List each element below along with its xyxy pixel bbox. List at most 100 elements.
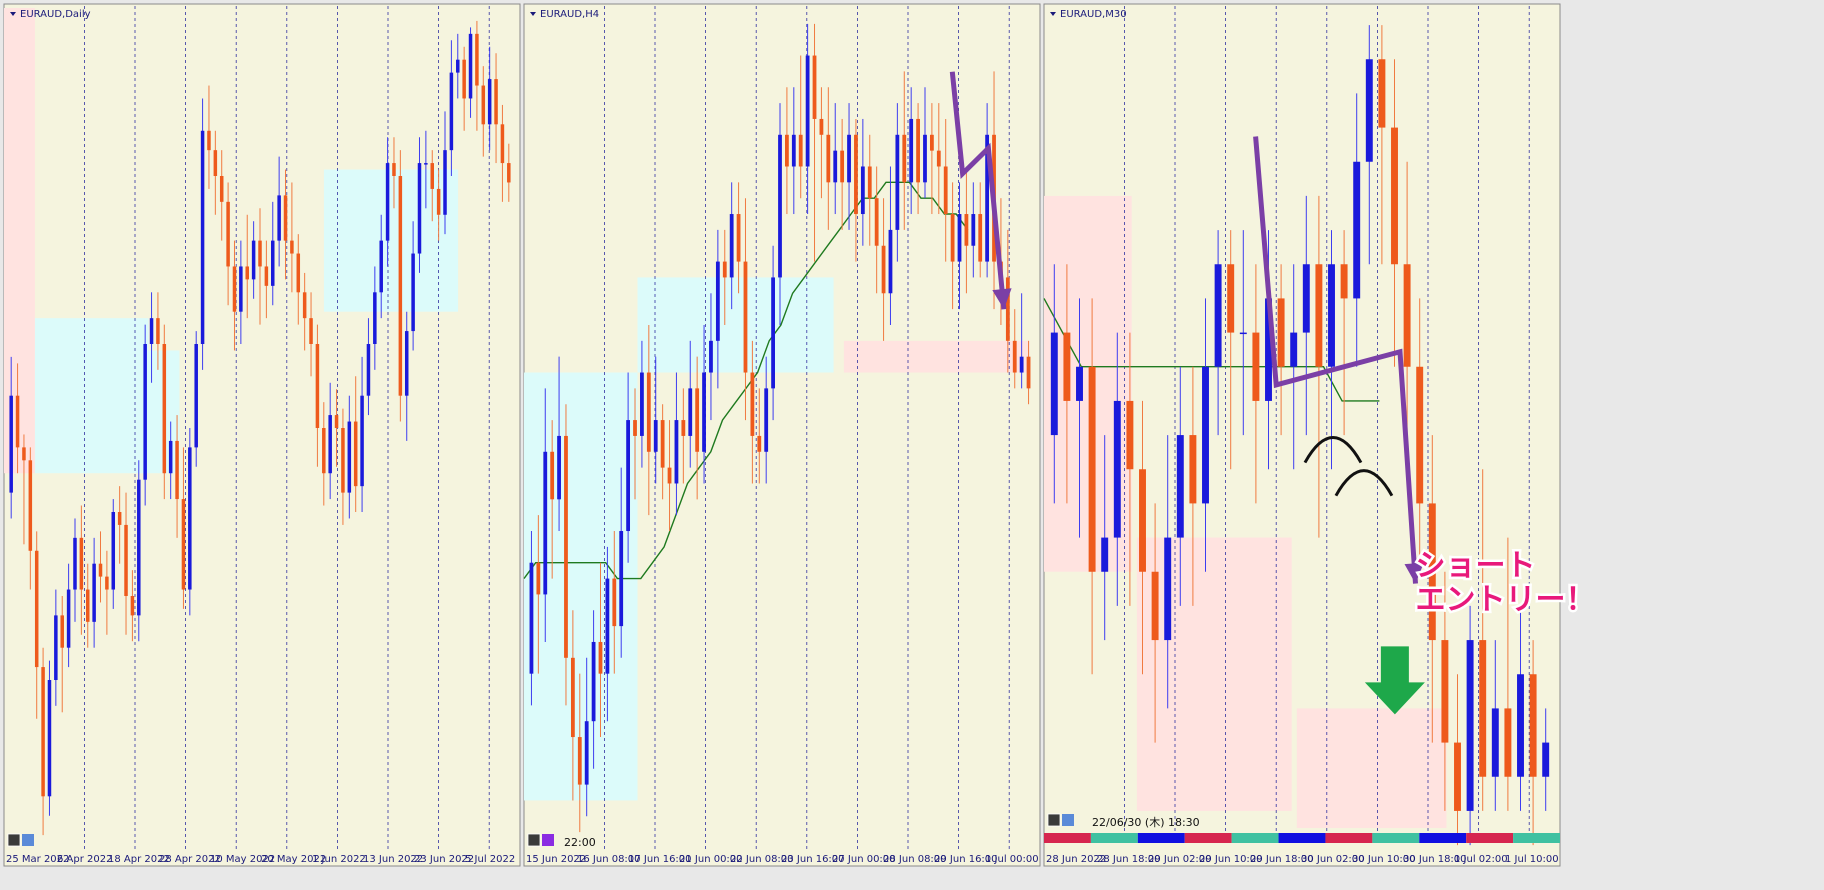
candle	[322, 428, 326, 474]
candle	[79, 537, 84, 590]
session-bar-segment	[1466, 833, 1514, 843]
candle	[909, 118, 914, 183]
candle	[826, 134, 831, 183]
chart-mode-icon[interactable]	[542, 834, 554, 846]
x-tick-label: 21 Jun 00:00	[679, 854, 743, 865]
zone-4	[323, 169, 459, 312]
candle	[943, 166, 948, 215]
candle	[1239, 332, 1247, 335]
candle	[9, 395, 13, 493]
candle	[232, 266, 237, 312]
candle	[612, 578, 617, 627]
candle	[487, 79, 492, 125]
x-tick-label: 13 Jun 2022	[363, 854, 423, 865]
candle	[1302, 264, 1310, 333]
candle	[736, 214, 741, 262]
candle	[1026, 356, 1031, 389]
candle	[1050, 332, 1058, 436]
candle	[379, 240, 383, 293]
session-bar-segment	[1044, 833, 1091, 843]
candle	[92, 563, 96, 622]
panel-menu-icon[interactable]	[530, 12, 536, 16]
candle	[105, 576, 109, 590]
candle	[373, 292, 377, 344]
x-tick-label: 29 Jun 02:00	[1148, 854, 1212, 865]
candle	[22, 447, 26, 461]
candle	[181, 499, 186, 590]
x-tick-label: 17 Jun 16:00	[628, 854, 692, 865]
candle	[591, 641, 596, 722]
candle	[1454, 742, 1461, 811]
candle	[1189, 435, 1197, 504]
candle	[207, 130, 211, 151]
candle	[660, 420, 665, 468]
x-tick-label: 23 Jun 16:00	[781, 854, 845, 865]
candle	[85, 589, 90, 622]
candle	[156, 318, 160, 344]
candle	[1005, 277, 1010, 341]
candle	[341, 428, 345, 493]
x-tick-label: 30 Jun 18:00	[1403, 854, 1467, 865]
candle	[888, 229, 893, 294]
candle	[929, 134, 934, 151]
candle	[1428, 503, 1436, 641]
chart-mode-icon[interactable]	[1062, 814, 1074, 826]
x-tick-label: 30 Jun 10:00	[1352, 854, 1416, 865]
candle	[34, 550, 39, 668]
candle	[468, 33, 473, 99]
chart-settings-icon[interactable]	[1047, 813, 1061, 827]
candle	[258, 240, 262, 267]
x-tick-label: 15 Jun 2022	[526, 854, 586, 865]
candle	[315, 344, 320, 428]
candle	[130, 596, 135, 616]
candle	[564, 435, 568, 658]
candle	[162, 344, 167, 474]
candle	[778, 134, 782, 278]
x-tick-label: 23 Jun 2022	[414, 854, 474, 865]
candle	[424, 163, 428, 165]
candle	[328, 415, 332, 474]
session-bar-segment	[1184, 833, 1232, 843]
candle	[296, 253, 301, 293]
candle	[895, 134, 900, 230]
candle	[1529, 674, 1537, 777]
candle	[757, 435, 762, 452]
chart-mode-icon[interactable]	[22, 834, 34, 846]
candle	[1328, 264, 1335, 367]
candle	[557, 435, 561, 500]
candle	[1378, 59, 1386, 128]
candle	[674, 420, 679, 484]
candle	[584, 721, 589, 785]
zone-3	[1296, 708, 1447, 828]
candle	[1290, 332, 1298, 367]
candle	[1113, 400, 1121, 538]
candle	[860, 166, 865, 215]
x-tick-label: 29 Jun 16:00	[934, 854, 998, 865]
candle	[1151, 571, 1159, 641]
zone-2	[1136, 537, 1292, 811]
panel-menu-icon[interactable]	[10, 12, 16, 16]
candle	[41, 667, 45, 797]
candle	[916, 118, 920, 183]
candle	[646, 372, 651, 452]
candle	[1340, 264, 1348, 299]
candle	[392, 163, 396, 176]
zone-1	[524, 372, 638, 801]
chart-settings-icon[interactable]	[7, 833, 21, 847]
panel-menu-icon[interactable]	[1050, 12, 1056, 16]
trend-arrow-path	[1253, 136, 1418, 584]
panel-title: EURAUD,M30	[1060, 9, 1127, 20]
session-bar-segment	[1090, 833, 1138, 843]
candle	[15, 395, 20, 448]
candle	[54, 615, 58, 680]
double-top-hump	[1303, 436, 1363, 464]
candle	[1479, 640, 1487, 777]
candle	[577, 737, 582, 785]
candle	[200, 130, 205, 344]
x-tick-label: 6 Apr 2022	[57, 854, 112, 865]
chart-settings-icon[interactable]	[527, 833, 541, 847]
candle	[175, 440, 179, 500]
candle	[385, 163, 390, 241]
